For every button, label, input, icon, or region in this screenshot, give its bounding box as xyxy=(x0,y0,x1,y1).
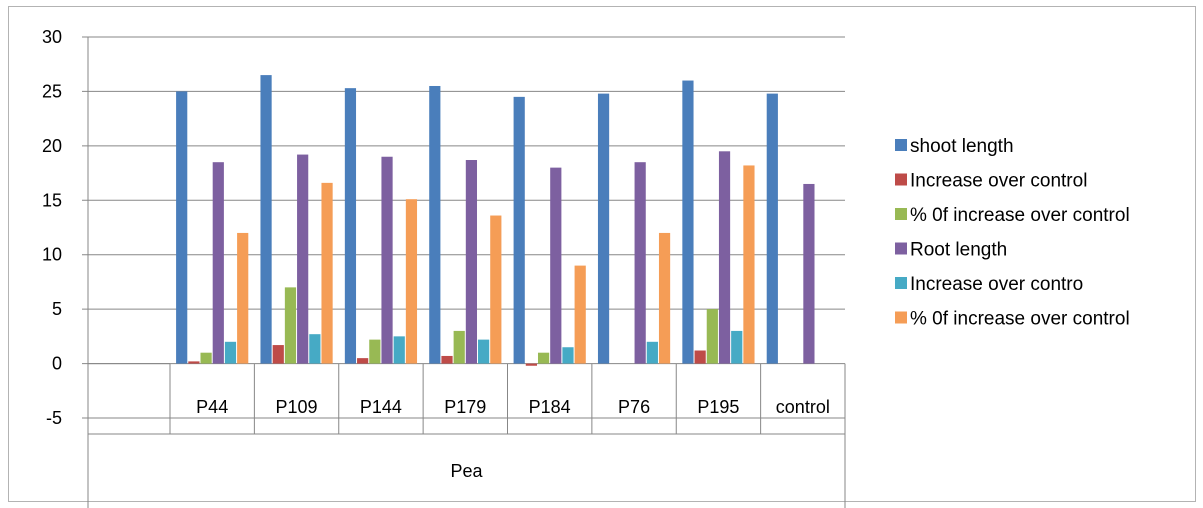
bar xyxy=(537,352,550,364)
legend-label: shoot length xyxy=(910,136,1014,157)
bar xyxy=(212,162,224,364)
bar xyxy=(393,336,405,364)
bar xyxy=(224,341,237,364)
bar xyxy=(465,160,478,364)
y-tick-label: -5 xyxy=(46,408,62,428)
bar xyxy=(658,232,671,364)
bar xyxy=(718,151,731,364)
y-tick-label: 5 xyxy=(52,299,62,319)
bar xyxy=(453,330,465,364)
bar xyxy=(176,91,188,364)
bar xyxy=(441,355,453,364)
bar xyxy=(200,352,212,364)
axes: -5 0 5 10 15 20 25 30 P44 P109 P144 P179 P184 P76 P195… xyxy=(42,27,846,508)
bar xyxy=(525,363,537,366)
x-tick-label: P179 xyxy=(444,397,486,417)
bar xyxy=(429,85,441,364)
legend-swatch xyxy=(895,208,907,220)
bar xyxy=(381,156,393,364)
bar xyxy=(743,165,755,364)
legend-swatch xyxy=(895,311,907,324)
legend-label: Root length xyxy=(910,240,1007,261)
bar xyxy=(646,341,658,364)
legend-swatch xyxy=(895,173,907,186)
bar xyxy=(766,93,778,364)
legend-label: Increase over control xyxy=(910,171,1087,192)
x-tick-label: P195 xyxy=(697,397,739,417)
bar xyxy=(478,339,490,364)
bar xyxy=(284,287,297,364)
bar xyxy=(550,167,562,364)
x-tick-label: P109 xyxy=(276,397,318,417)
legend: shoot length Increase over control % 0f in… xyxy=(895,136,1130,330)
bar xyxy=(597,93,610,364)
y-tick-label: 25 xyxy=(42,81,62,101)
bar xyxy=(803,183,815,364)
bar xyxy=(490,215,502,364)
x-tick-label: P184 xyxy=(529,397,571,417)
bar xyxy=(344,88,357,364)
y-tick-label: 20 xyxy=(42,136,62,156)
bar xyxy=(706,309,718,364)
x-tick-label: control xyxy=(776,397,830,417)
bar xyxy=(731,330,743,364)
group-label: Pea xyxy=(450,461,483,481)
y-tick-label: 30 xyxy=(42,27,62,47)
bar xyxy=(682,80,694,364)
legend-swatch xyxy=(895,277,907,289)
bar xyxy=(369,339,381,364)
bar xyxy=(694,350,706,364)
legend-label: % 0f increase over control xyxy=(910,205,1130,226)
x-tick-label: P144 xyxy=(360,397,402,417)
bars xyxy=(176,75,815,366)
bar xyxy=(357,358,369,364)
legend-swatch xyxy=(895,242,907,255)
bar xyxy=(260,75,272,364)
bar xyxy=(272,345,284,364)
bar xyxy=(562,347,574,364)
x-tick-label: P76 xyxy=(618,397,650,417)
bar xyxy=(405,199,418,364)
bar xyxy=(321,182,333,364)
x-tick-label: P44 xyxy=(196,397,228,417)
bar xyxy=(188,361,200,364)
bar xyxy=(297,154,309,364)
legend-label: Increase over contro xyxy=(910,274,1083,295)
bar xyxy=(574,265,586,364)
bar xyxy=(237,232,249,364)
legend-swatch xyxy=(895,139,907,151)
y-tick-label: 0 xyxy=(52,354,62,374)
legend-label: % 0f increase over control xyxy=(910,309,1130,330)
y-tick-label: 15 xyxy=(42,190,62,210)
bar xyxy=(309,334,321,364)
bar xyxy=(513,96,525,364)
y-tick-label: 10 xyxy=(42,245,62,265)
bar xyxy=(634,162,646,364)
